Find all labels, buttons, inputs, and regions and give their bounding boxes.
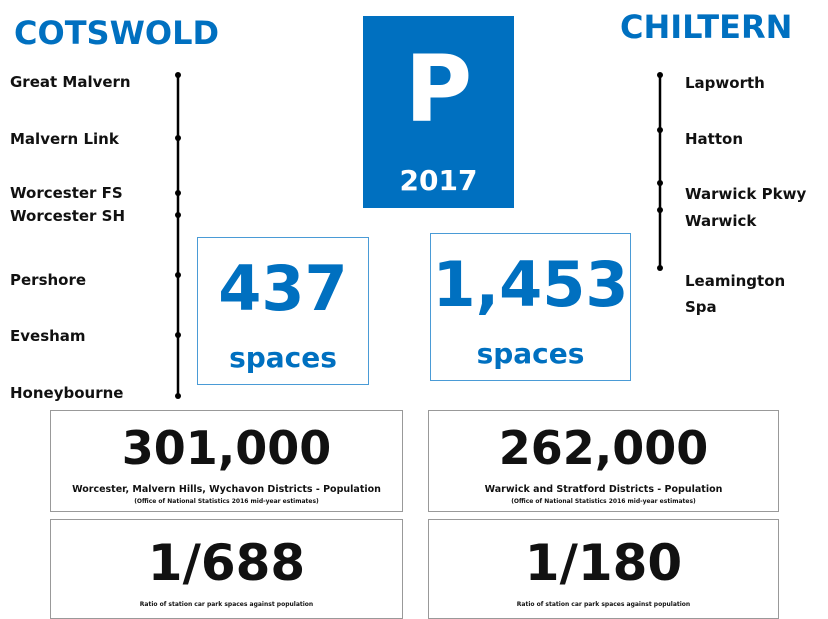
ratio-label: Ratio of station car park spaces against… — [139, 601, 314, 608]
badge-letter: P — [404, 36, 473, 143]
station: Hatton — [685, 130, 744, 148]
left-stops — [175, 72, 181, 399]
population-number: 301,000 — [121, 421, 332, 475]
left-title: COTSWOLD — [14, 14, 220, 52]
ratio-box: 1/688 Ratio of station car park spaces a… — [50, 519, 403, 619]
population-label: Worcester, Malvern Hills, Wychavon Distr… — [72, 484, 381, 495]
station: Warwick — [685, 212, 757, 230]
station: Evesham — [10, 327, 86, 345]
badge-year: 2017 — [399, 164, 478, 197]
ratio-label: Ratio of station car park spaces against… — [516, 601, 691, 608]
parking-badge: P 2017 — [363, 16, 514, 208]
station: Great Malvern — [10, 73, 131, 91]
population-label: Warwick and Stratford Districts - Popula… — [484, 484, 723, 495]
spaces-number: 437 — [218, 252, 348, 325]
spaces-box: 437 spaces — [197, 237, 369, 385]
ratio-box: 1/180 Ratio of station car park spaces a… — [428, 519, 779, 619]
station: Pershore — [10, 271, 87, 289]
population-source: (Office of National Statistics 2016 mid-… — [511, 498, 696, 505]
spaces-number: 1,453 — [432, 248, 629, 321]
spaces-box: 1,453 spaces — [430, 233, 631, 381]
population-box: 262,000 Warwick and Stratford Districts … — [428, 410, 779, 512]
station: Worcester SH — [10, 207, 126, 225]
station: Worcester FS — [10, 184, 123, 202]
population-number: 262,000 — [498, 421, 709, 475]
station: Lapworth — [685, 74, 765, 92]
right-stops — [657, 72, 663, 271]
station: Warwick Pkwy — [685, 185, 807, 203]
station: Malvern Link — [10, 130, 119, 148]
station: Honeybourne — [10, 384, 124, 402]
station: Spa — [685, 298, 717, 316]
spaces-label: spaces — [229, 341, 337, 374]
population-source: (Office of National Statistics 2016 mid-… — [134, 498, 319, 505]
spaces-label: spaces — [476, 337, 585, 370]
right-title: CHILTERN — [620, 8, 793, 46]
population-box: 301,000 Worcester, Malvern Hills, Wychav… — [50, 410, 403, 512]
ratio-number: 1/688 — [147, 534, 306, 592]
ratio-number: 1/180 — [524, 534, 683, 592]
station: Leamington — [685, 272, 786, 290]
